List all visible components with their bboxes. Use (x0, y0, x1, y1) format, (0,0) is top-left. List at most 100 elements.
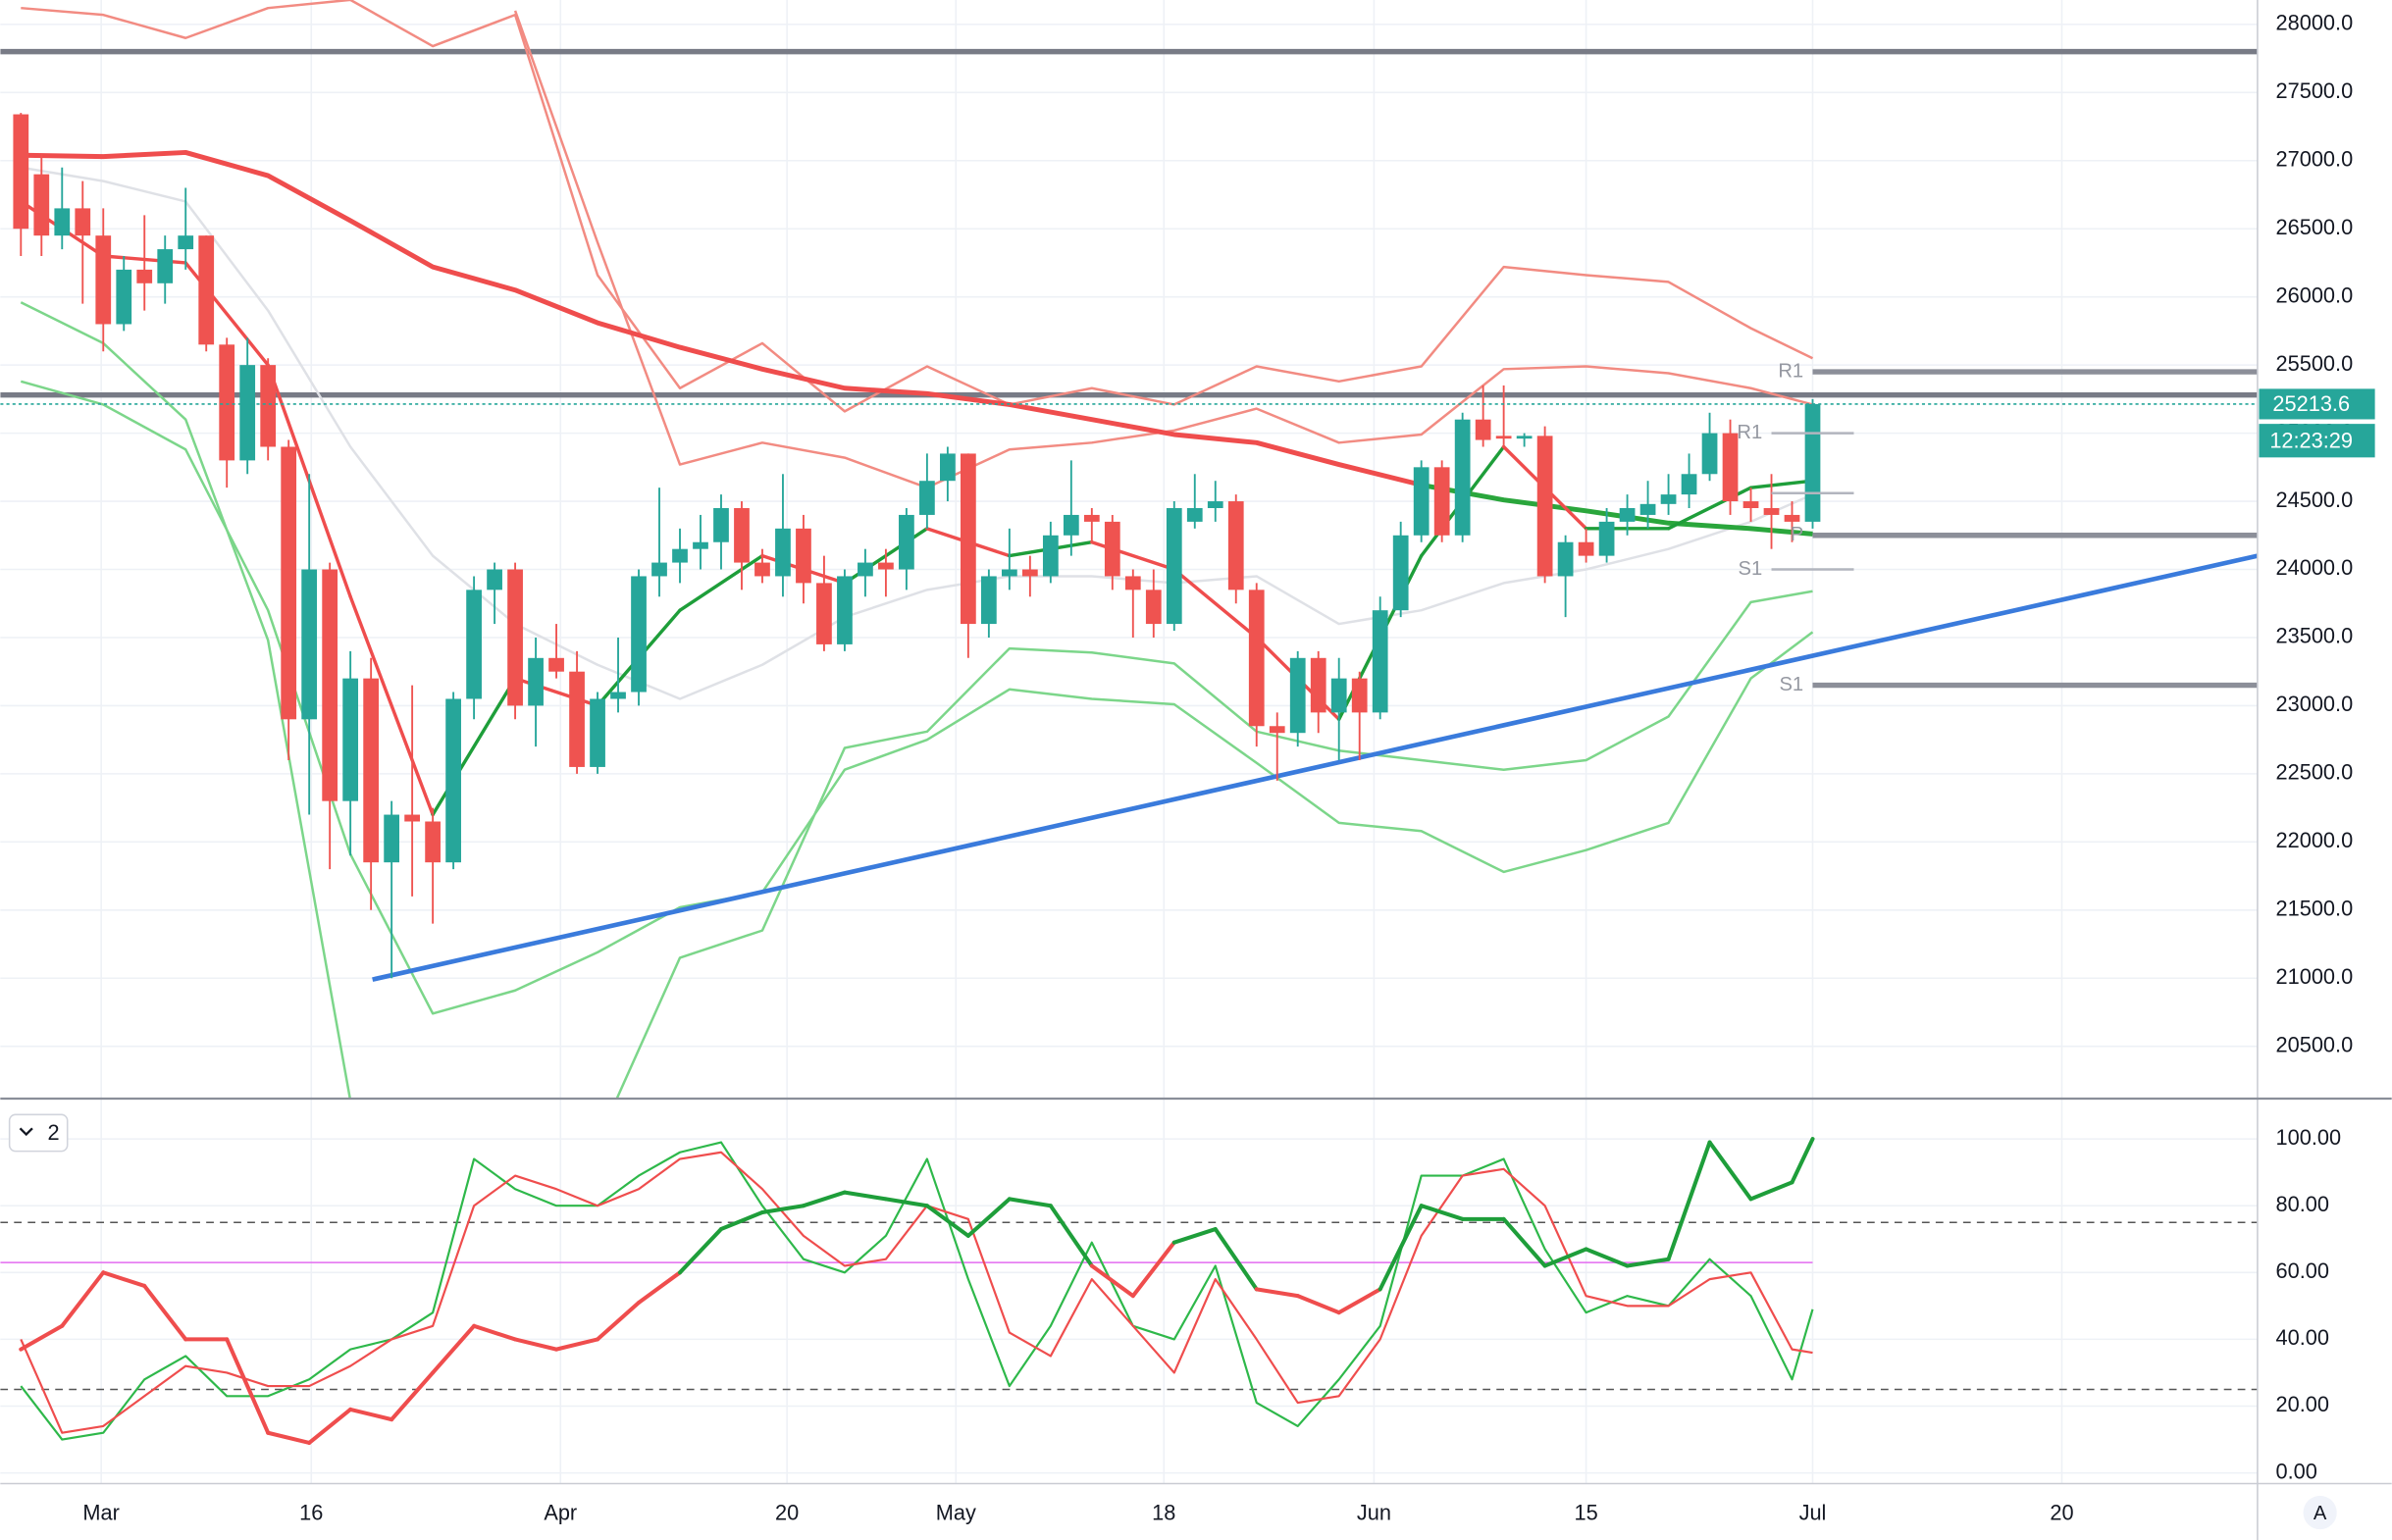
candle-body (754, 562, 770, 577)
candle-body (157, 249, 174, 283)
pivot-label: P (1791, 524, 1803, 545)
candle-body (528, 657, 544, 706)
candle-body (1001, 569, 1017, 577)
candle-body (1722, 433, 1739, 502)
indicator-line (513, 10, 1813, 489)
candle-body (1124, 576, 1141, 590)
candle-body (1619, 508, 1636, 522)
last-price-label: 25213.6 (2272, 391, 2350, 416)
y-tick-label: 22500.0 (2276, 760, 2354, 785)
osc-tick-label: 60.00 (2276, 1258, 2329, 1283)
candle-body (116, 269, 132, 325)
pivot-label: S1 (1738, 558, 1762, 580)
candle-body (961, 453, 976, 625)
osc-tick-label: 0.00 (2276, 1459, 2317, 1483)
oscillator-segment (225, 1337, 271, 1435)
candle-body (301, 569, 318, 720)
legend-toggle-box[interactable] (8, 1113, 69, 1153)
countdown-box (2259, 424, 2375, 458)
oscillator-segment (883, 1197, 929, 1208)
oscillator-segment (472, 1323, 518, 1342)
oscillator-segment (965, 1197, 1012, 1238)
x-tick-label: 20 (2050, 1500, 2073, 1524)
oscillator-segment (1089, 1263, 1135, 1299)
candle-body (219, 344, 235, 461)
oscillator-segment (266, 1430, 312, 1445)
candle-body (136, 269, 153, 283)
oscillator-segment (1707, 1140, 1753, 1202)
candle-body (940, 453, 956, 482)
scale-mode-circle[interactable] (2303, 1495, 2337, 1530)
y-tick-label: 23000.0 (2276, 692, 2354, 716)
pivot-label: S1 (1779, 674, 1803, 695)
oscillator-segment (1542, 1247, 1588, 1268)
y-tick-label: 24500.0 (2276, 488, 2354, 512)
candle-body (631, 576, 647, 693)
y-tick-label: 27500.0 (2276, 78, 2354, 103)
candle-body (1578, 541, 1594, 556)
candle-body (487, 569, 502, 590)
x-tick-label: 18 (1152, 1500, 1175, 1524)
candle-body (610, 692, 626, 699)
candle-body (1557, 541, 1574, 577)
legend-toggle[interactable]: 2 (8, 1113, 69, 1153)
candle-body (980, 576, 997, 625)
y-tick-label: 28000.0 (2276, 11, 2354, 35)
oscillator-segment (1007, 1197, 1053, 1208)
x-tick-label: 20 (775, 1500, 799, 1524)
pivot-label: R1 (1778, 360, 1803, 382)
indicator-line (21, 149, 1423, 488)
candle-body (1681, 474, 1697, 495)
y-tick-label: 26000.0 (2276, 282, 2354, 307)
x-tick-label: 15 (1574, 1500, 1597, 1524)
candle-body (1042, 535, 1059, 577)
candle-body (1289, 657, 1306, 734)
candle-body (1639, 503, 1656, 515)
candle-body (1372, 610, 1388, 713)
candle-body (1433, 467, 1450, 536)
candle-body (651, 562, 667, 577)
candle-body (1269, 726, 1285, 734)
candle-body (1166, 508, 1182, 625)
oscillator-segment (1501, 1216, 1547, 1268)
candle-body (384, 814, 400, 863)
osc-tick-label: 100.00 (2276, 1125, 2342, 1150)
y-tick-label: 22000.0 (2276, 828, 2354, 852)
candle-body (837, 576, 853, 644)
candle-body (322, 569, 338, 801)
indicator-line (21, 0, 1814, 413)
oscillator-segment (101, 1270, 147, 1288)
y-tick-label: 25500.0 (2276, 351, 2354, 376)
y-tick-label: 23500.0 (2276, 624, 2354, 648)
oscillator-segment (842, 1190, 888, 1202)
oscillator-segment (307, 1407, 353, 1445)
legend-count: 2 (47, 1120, 59, 1145)
x-tick-label: May (936, 1500, 976, 1524)
osc-tick-label: 40.00 (2276, 1325, 2329, 1350)
candle-body (1516, 436, 1533, 439)
candle-body (95, 235, 112, 325)
candle-body (1186, 508, 1203, 522)
oscillator-segment (1790, 1137, 1815, 1185)
oscillator-segment (431, 1323, 477, 1375)
candle-body (404, 814, 420, 822)
candle-body (466, 590, 482, 699)
candle-body (1310, 657, 1326, 713)
y-tick-label: 20500.0 (2276, 1032, 2354, 1056)
oscillator-segment (1048, 1204, 1094, 1268)
scale-mode-button[interactable]: A (2303, 1495, 2337, 1530)
pivot-label: R1 (1737, 422, 1762, 443)
candle-body (13, 114, 29, 230)
oscillator-segment (759, 1204, 806, 1215)
y-tick-label: 26500.0 (2276, 215, 2354, 239)
oscillator-segment (677, 1227, 724, 1275)
candle-body (858, 562, 873, 577)
oscillator-line (20, 1141, 1814, 1441)
candle-body (1227, 501, 1244, 590)
candle-body (796, 528, 811, 584)
oscillator-segment (1666, 1140, 1712, 1261)
oscillator-segment (801, 1190, 847, 1208)
candle-body (693, 541, 708, 549)
candle-body (899, 514, 914, 570)
oscillator-segment (390, 1370, 436, 1422)
